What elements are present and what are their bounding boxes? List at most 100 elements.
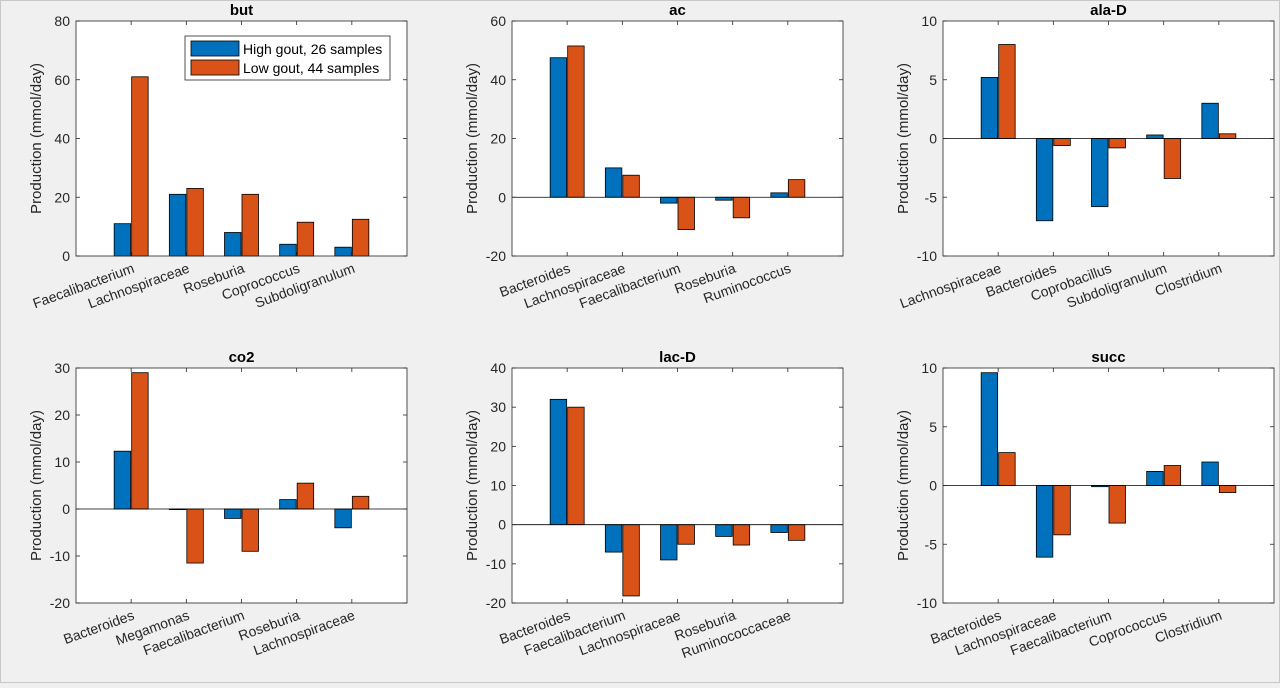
bar-high-lachnospiraceae: [1035, 485, 1054, 558]
bar-low-bacteroides: [567, 406, 585, 526]
bar-low-faecalibacterium: [622, 524, 640, 597]
bar-low-coprococcus: [296, 221, 315, 257]
y-tick-label: -5: [925, 536, 938, 552]
y-tick-label: 0: [498, 517, 506, 533]
y-tick-label: 20: [490, 438, 506, 454]
y-tick-label: 0: [62, 248, 70, 264]
chart-title: but: [230, 2, 253, 19]
y-tick-label: 5: [929, 419, 937, 435]
axes-background: [512, 21, 843, 256]
chart-title: co2: [229, 349, 255, 366]
bar-low-lachnospiraceae: [998, 44, 1016, 139]
y-axis-label: Production (mmol/day): [464, 410, 481, 561]
bar-low-roseburia: [732, 524, 751, 546]
bar-low-megamonas: [186, 508, 204, 564]
chart-panel-ala-D: -10-50510LachnospiraceaeBacteroidesCopro…: [895, 2, 1275, 311]
bar-high-bacteroides: [980, 372, 999, 486]
y-tick-label: 30: [54, 360, 70, 376]
y-tick-label: -5: [925, 189, 938, 205]
bar-low-clostridium: [1218, 133, 1237, 139]
bar-low-roseburia: [296, 482, 315, 510]
bar-high-bacteroides: [549, 57, 568, 198]
bar-high-clostridium: [1201, 461, 1219, 486]
legend-swatch-high: [190, 40, 240, 57]
y-tick-label: 80: [54, 13, 70, 29]
y-axis-label: Production (mmol/day): [895, 410, 912, 561]
y-tick-label: 0: [929, 131, 937, 147]
y-tick-label: -20: [486, 248, 506, 264]
legend-label: Low gout, 44 samples: [243, 60, 379, 76]
y-tick-label: 10: [921, 13, 937, 29]
bar-low-bacteroides: [567, 45, 585, 198]
y-tick-label: 0: [498, 189, 506, 205]
bar-low-bacteroides: [1053, 138, 1071, 146]
y-tick-label: 5: [929, 72, 937, 88]
bar-low-ruminococcaceae: [787, 524, 806, 541]
chart-title: succ: [1091, 349, 1125, 366]
y-tick-label: -10: [486, 556, 506, 572]
y-tick-label: 60: [54, 72, 70, 88]
bar-high-roseburia: [715, 196, 733, 201]
y-tick-label: 10: [54, 454, 70, 470]
bar-low-lachnospiraceae: [351, 495, 370, 510]
bar-high-faecalibacterium: [604, 524, 623, 553]
bar-high-ruminococcus: [770, 192, 788, 198]
bar-low-clostridium: [1218, 485, 1237, 493]
chart-panel-co2: -20-100102030BacteroidesMegamonasFaecali…: [28, 349, 408, 658]
y-tick-label: 20: [54, 407, 70, 423]
bar-high-coprobacillus: [1091, 138, 1109, 208]
bar-low-lachnospiraceae: [1053, 485, 1071, 536]
bar-low-faecalibacterium: [1108, 485, 1126, 524]
bar-low-bacteroides: [998, 452, 1016, 486]
bar-high-bacteroides: [549, 398, 568, 526]
bar-high-roseburia: [715, 524, 733, 537]
y-tick-label: 40: [490, 360, 506, 376]
legend: High gout, 26 samples Low gout, 44 sample…: [184, 35, 391, 81]
y-tick-label: 20: [490, 131, 506, 147]
chart-title: lac-D: [659, 349, 696, 366]
bar-low-lachnospiraceae: [622, 174, 640, 198]
bar-high-lachnospiraceae: [660, 524, 678, 561]
bar-high-bacteroides: [113, 450, 132, 510]
bar-high-bacteroides: [1035, 138, 1054, 222]
y-tick-label: 40: [490, 72, 506, 88]
bar-high-roseburia: [279, 499, 297, 510]
y-tick-label: 60: [490, 13, 506, 29]
bar-low-bacteroides: [131, 372, 149, 510]
chart-title: ac: [669, 2, 686, 19]
bar-high-lachnospiraceae: [334, 508, 352, 529]
y-tick-label: 30: [490, 399, 506, 415]
bar-high-lachnospiraceae: [980, 77, 999, 139]
bar-low-roseburia: [241, 193, 259, 257]
bar-high-coprococcus: [1146, 470, 1164, 486]
bar-low-coprobacillus: [1108, 138, 1126, 149]
y-tick-label: -20: [50, 595, 70, 611]
y-tick-label: -10: [917, 595, 937, 611]
bar-low-lachnospiraceae: [677, 524, 695, 545]
bar-high-coprococcus: [279, 243, 297, 257]
bar-high-lachnospiraceae: [604, 167, 623, 198]
axes-background: [76, 368, 407, 603]
y-tick-label: 10: [921, 360, 937, 376]
bar-high-faecalibacterium: [224, 508, 242, 519]
bar-high-clostridium: [1201, 102, 1219, 139]
bar-high-ruminococcaceae: [770, 524, 788, 533]
bar-low-faecalibacterium: [131, 76, 149, 257]
bar-low-roseburia: [732, 196, 751, 219]
bar-high-faecalibacterium: [660, 196, 678, 204]
bar-low-subdoligranulum: [1163, 138, 1182, 179]
bar-high-subdoligranulum: [334, 246, 352, 257]
chart-panel-lac-D: -20-10010203040BacteroidesFaecalibacteri…: [464, 349, 844, 661]
bar-low-lachnospiraceae: [186, 188, 204, 257]
bar-high-lachnospiraceae: [168, 193, 187, 257]
y-tick-label: -20: [486, 595, 506, 611]
bar-low-faecalibacterium: [677, 196, 695, 230]
y-axis-label: Production (mmol/day): [28, 410, 45, 561]
legend-swatch-low: [190, 59, 240, 76]
bar-low-coprococcus: [1163, 465, 1182, 486]
bar-high-subdoligranulum: [1146, 134, 1164, 139]
legend-label: High gout, 26 samples: [243, 41, 382, 57]
y-tick-label: 0: [929, 478, 937, 494]
